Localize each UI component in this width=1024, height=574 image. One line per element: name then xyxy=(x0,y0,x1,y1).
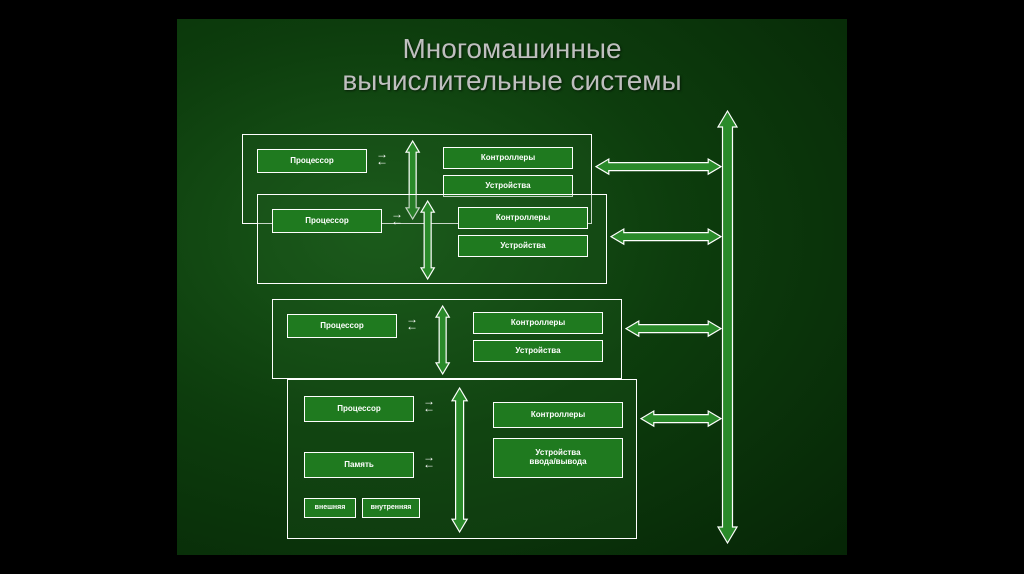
machine-card-4: Процессор →← Контроллеры Устройстваввода/вы… xyxy=(287,379,637,539)
processor-box: Процессор xyxy=(304,396,414,422)
arrow-vertical xyxy=(421,201,434,279)
controllers-box: Контроллеры xyxy=(458,207,588,229)
machine-card-3: Процессор →← Контроллеры Устройства xyxy=(272,299,622,379)
external-memory-box: внешняя xyxy=(304,498,356,518)
slide: Многомашинные вычислительные системы Про… xyxy=(177,19,847,555)
io-devices-box: Устройстваввода/вывода xyxy=(493,438,623,478)
arrow-horizontal xyxy=(641,411,721,426)
arrow-horizontal xyxy=(611,229,721,244)
memory-box: Память xyxy=(304,452,414,478)
internal-memory-box: внутренняя xyxy=(362,498,420,518)
swap-icon: →← xyxy=(420,398,438,411)
arrow-horizontal xyxy=(626,321,721,336)
devices-box: Устройства xyxy=(458,235,588,257)
arrow-vertical xyxy=(452,388,467,532)
arrow-horizontal xyxy=(596,159,721,174)
title-line-1: Многомашинные xyxy=(402,33,621,64)
controllers-box: Контроллеры xyxy=(473,312,603,334)
processor-box: Процессор xyxy=(287,314,397,338)
swap-icon: →← xyxy=(388,211,406,224)
swap-icon: →← xyxy=(403,316,421,329)
swap-icon: →← xyxy=(420,454,438,467)
processor-box: Процессор xyxy=(272,209,382,233)
controllers-box: Контроллеры xyxy=(443,147,573,169)
arrow-vertical xyxy=(436,306,449,374)
devices-box: Устройства xyxy=(473,340,603,362)
processor-box: Процессор xyxy=(257,149,367,173)
controllers-box: Контроллеры xyxy=(493,402,623,428)
machine-card-2: Процессор →← Контроллеры Устройства xyxy=(257,194,607,284)
slide-title: Многомашинные вычислительные системы xyxy=(177,33,847,97)
swap-icon: →← xyxy=(373,151,391,164)
title-line-2: вычислительные системы xyxy=(342,65,681,96)
